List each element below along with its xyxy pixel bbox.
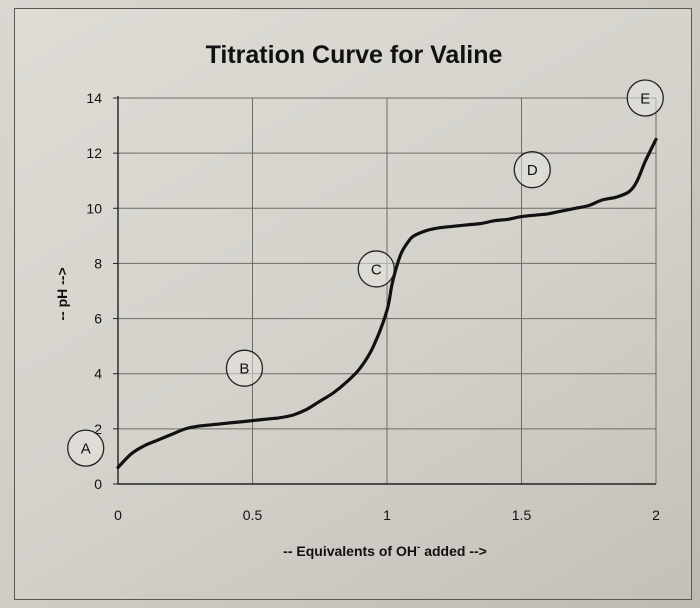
y-tick-label-4: 4 — [94, 366, 102, 382]
marker-label-c: C — [371, 261, 382, 278]
page-frame — [14, 8, 692, 600]
x-tick-label-1.5: 1.5 — [512, 507, 532, 523]
x-tick-label-0.5: 0.5 — [243, 507, 263, 523]
marker-circle-d — [513, 151, 551, 189]
marker-circle-b — [225, 349, 264, 387]
marker-circle-c — [357, 250, 395, 288]
x-axis-label: -- Equivalents of OH- added --> — [283, 542, 487, 559]
marker-label-d: D — [527, 162, 538, 179]
tick-labels: 0 2 4 6 8 10 12 14 0 0.5 1 1.5 2 — [86, 90, 660, 523]
marker-circle-a — [67, 429, 105, 467]
y-tick-label-12: 12 — [86, 145, 102, 161]
y-tick-label-6: 6 — [94, 311, 102, 327]
y-tick-label-8: 8 — [94, 255, 102, 271]
x-tick-label-0: 0 — [114, 507, 122, 523]
point-markers: A B C D E — [67, 79, 664, 467]
marker-circle-e — [626, 79, 664, 117]
marker-label-b: B — [239, 361, 249, 378]
y-tick-label-10: 10 — [86, 200, 102, 216]
x-tick-label-2: 2 — [652, 507, 660, 523]
x-axis-label-suffix: added --> — [420, 543, 487, 559]
marker-label-e: E — [640, 91, 650, 108]
x-tick-label-1: 1 — [383, 507, 391, 523]
marker-label-a: A — [81, 441, 91, 458]
x-axis-label-main: -- Equivalents of OH — [283, 543, 417, 559]
y-tick-label-14: 14 — [86, 90, 102, 106]
chart-title: Titration Curve for Valine — [206, 41, 503, 69]
x-axis-label-superscript: - — [417, 542, 420, 553]
y-tick-label-0: 0 — [94, 476, 102, 492]
axes — [113, 96, 656, 485]
titration-curve — [116, 137, 658, 470]
y-axis-label: -- pH --> — [54, 267, 70, 320]
y-tick-label-2: 2 — [94, 421, 102, 437]
